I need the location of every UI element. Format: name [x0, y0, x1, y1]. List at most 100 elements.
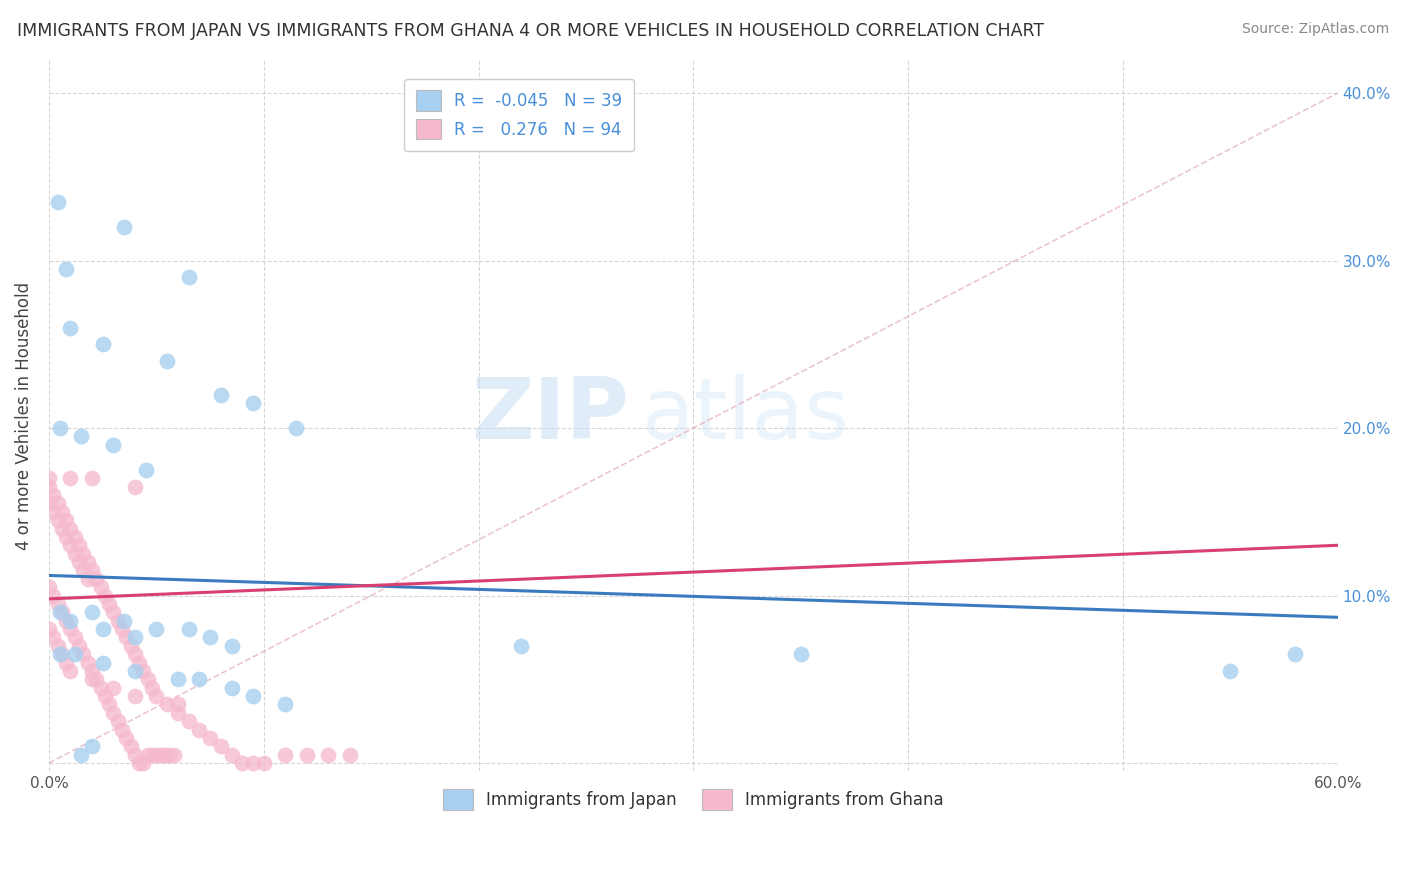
Point [153, 747, 176, 762]
Point [188, 723, 211, 737]
Point [107, 614, 129, 628]
Point [51, 505, 73, 519]
Point [91, 656, 114, 670]
Point [209, 387, 232, 401]
Point [72, 563, 94, 577]
Point [94, 689, 117, 703]
Y-axis label: 4 or more Vehicles in Household: 4 or more Vehicles in Household [15, 282, 32, 549]
Point [221, 639, 243, 653]
Point [46, 513, 69, 527]
Point [162, 747, 184, 762]
Point [80, 664, 103, 678]
Point [253, 756, 276, 770]
Point [111, 622, 134, 636]
Point [177, 270, 200, 285]
Point [120, 639, 142, 653]
Point [132, 664, 155, 678]
Point [38, 580, 60, 594]
Point [59, 622, 82, 636]
Point [156, 354, 179, 368]
Point [55, 262, 77, 277]
Point [59, 614, 82, 628]
Point [141, 747, 163, 762]
Point [51, 522, 73, 536]
Point [48, 647, 70, 661]
Point [42, 488, 65, 502]
Point [103, 438, 125, 452]
Point [70, 429, 93, 443]
Point [510, 639, 533, 653]
Point [103, 605, 125, 619]
Text: Source: ZipAtlas.com: Source: ZipAtlas.com [1241, 22, 1389, 37]
Point [46, 597, 69, 611]
Point [55, 656, 77, 670]
Point [98, 597, 121, 611]
Point [177, 714, 200, 728]
Point [274, 747, 297, 762]
Point [285, 421, 308, 435]
Point [98, 698, 121, 712]
Point [76, 572, 98, 586]
Point [67, 555, 90, 569]
Point [51, 605, 73, 619]
Point [242, 689, 264, 703]
Point [72, 547, 94, 561]
Text: atlas: atlas [641, 374, 849, 457]
Point [124, 747, 146, 762]
Point [136, 747, 159, 762]
Point [221, 747, 243, 762]
Point [198, 631, 221, 645]
Point [128, 656, 150, 670]
Point [188, 673, 211, 687]
Point [38, 622, 60, 636]
Point [789, 647, 811, 661]
Point [38, 471, 60, 485]
Point [89, 681, 111, 695]
Point [141, 681, 163, 695]
Point [48, 421, 70, 435]
Point [72, 647, 94, 661]
Point [55, 530, 77, 544]
Point [59, 664, 82, 678]
Point [135, 463, 157, 477]
Point [274, 698, 297, 712]
Point [84, 572, 107, 586]
Point [124, 631, 146, 645]
Point [59, 471, 82, 485]
Point [1284, 647, 1306, 661]
Point [63, 530, 86, 544]
Point [38, 480, 60, 494]
Point [70, 747, 93, 762]
Point [107, 714, 129, 728]
Point [51, 647, 73, 661]
Point [157, 747, 180, 762]
Point [145, 622, 167, 636]
Point [63, 647, 86, 661]
Point [63, 547, 86, 561]
Point [91, 622, 114, 636]
Point [103, 706, 125, 720]
Point [38, 496, 60, 510]
Point [339, 747, 361, 762]
Point [242, 756, 264, 770]
Point [42, 631, 65, 645]
Point [145, 747, 167, 762]
Point [94, 589, 117, 603]
Point [59, 320, 82, 334]
Point [166, 698, 188, 712]
Point [149, 747, 172, 762]
Text: ZIP: ZIP [471, 374, 628, 457]
Point [91, 337, 114, 351]
Point [316, 747, 339, 762]
Point [84, 673, 107, 687]
Point [177, 622, 200, 636]
Point [48, 605, 70, 619]
Point [120, 739, 142, 754]
Point [76, 555, 98, 569]
Point [59, 522, 82, 536]
Point [295, 747, 318, 762]
Point [115, 631, 138, 645]
Point [80, 673, 103, 687]
Point [231, 756, 253, 770]
Point [124, 689, 146, 703]
